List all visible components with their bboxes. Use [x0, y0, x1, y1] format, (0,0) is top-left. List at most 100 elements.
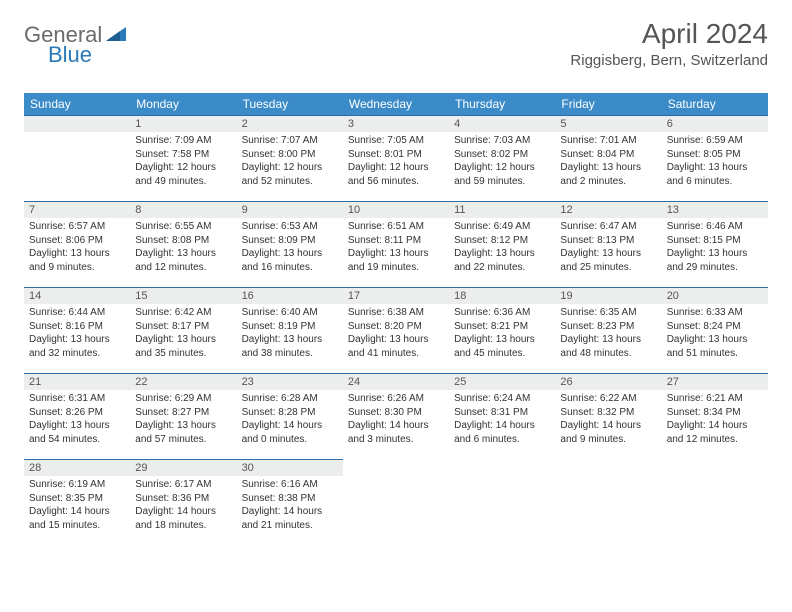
location: Riggisberg, Bern, Switzerland [570, 52, 768, 69]
daylight-text: Daylight: 13 hours and 9 minutes. [29, 247, 125, 274]
day-number: 30 [237, 459, 343, 476]
calendar-day-cell: 23Sunrise: 6:28 AMSunset: 8:28 PMDayligh… [237, 373, 343, 459]
day-details: Sunrise: 6:21 AMSunset: 8:34 PMDaylight:… [662, 390, 768, 450]
sunset-text: Sunset: 8:01 PM [348, 148, 444, 162]
calendar-day-cell: 6Sunrise: 6:59 AMSunset: 8:05 PMDaylight… [662, 115, 768, 201]
sunrise-text: Sunrise: 6:28 AM [242, 392, 338, 406]
sunset-text: Sunset: 8:20 PM [348, 320, 444, 334]
day-number: 7 [24, 201, 130, 218]
calendar-day-cell: 18Sunrise: 6:36 AMSunset: 8:21 PMDayligh… [449, 287, 555, 373]
calendar-day-cell: 7Sunrise: 6:57 AMSunset: 8:06 PMDaylight… [24, 201, 130, 287]
day-details: Sunrise: 6:19 AMSunset: 8:35 PMDaylight:… [24, 476, 130, 536]
calendar-day-cell: 11Sunrise: 6:49 AMSunset: 8:12 PMDayligh… [449, 201, 555, 287]
calendar-header-row: Sunday Monday Tuesday Wednesday Thursday… [24, 93, 768, 115]
sunrise-text: Sunrise: 6:44 AM [29, 306, 125, 320]
sunrise-text: Sunrise: 6:31 AM [29, 392, 125, 406]
day-details: Sunrise: 6:33 AMSunset: 8:24 PMDaylight:… [662, 304, 768, 364]
sunset-text: Sunset: 8:15 PM [667, 234, 763, 248]
calendar-day-cell: 20Sunrise: 6:33 AMSunset: 8:24 PMDayligh… [662, 287, 768, 373]
day-details: Sunrise: 6:31 AMSunset: 8:26 PMDaylight:… [24, 390, 130, 450]
sunset-text: Sunset: 8:26 PM [29, 406, 125, 420]
calendar-day-cell: 25Sunrise: 6:24 AMSunset: 8:31 PMDayligh… [449, 373, 555, 459]
calendar-day-cell: 10Sunrise: 6:51 AMSunset: 8:11 PMDayligh… [343, 201, 449, 287]
day-number: 10 [343, 201, 449, 218]
day-number: 23 [237, 373, 343, 390]
sunrise-text: Sunrise: 6:57 AM [29, 220, 125, 234]
day-number: 12 [555, 201, 661, 218]
daylight-text: Daylight: 13 hours and 16 minutes. [242, 247, 338, 274]
calendar-day-cell [343, 459, 449, 545]
weekday-header: Friday [555, 93, 661, 115]
calendar-day-cell: 9Sunrise: 6:53 AMSunset: 8:09 PMDaylight… [237, 201, 343, 287]
sunset-text: Sunset: 8:19 PM [242, 320, 338, 334]
title-block: April 2024 Riggisberg, Bern, Switzerland [570, 18, 768, 69]
daylight-text: Daylight: 14 hours and 21 minutes. [242, 505, 338, 532]
sunrise-text: Sunrise: 6:59 AM [667, 134, 763, 148]
calendar-day-cell: 27Sunrise: 6:21 AMSunset: 8:34 PMDayligh… [662, 373, 768, 459]
calendar-day-cell: 14Sunrise: 6:44 AMSunset: 8:16 PMDayligh… [24, 287, 130, 373]
day-number: 24 [343, 373, 449, 390]
calendar-week-row: 7Sunrise: 6:57 AMSunset: 8:06 PMDaylight… [24, 201, 768, 287]
calendar-day-cell: 19Sunrise: 6:35 AMSunset: 8:23 PMDayligh… [555, 287, 661, 373]
daylight-text: Daylight: 12 hours and 59 minutes. [454, 161, 550, 188]
weekday-header: Wednesday [343, 93, 449, 115]
day-number: 21 [24, 373, 130, 390]
calendar-day-cell: 1Sunrise: 7:09 AMSunset: 7:58 PMDaylight… [130, 115, 236, 201]
daylight-text: Daylight: 13 hours and 57 minutes. [135, 419, 231, 446]
daylight-text: Daylight: 13 hours and 41 minutes. [348, 333, 444, 360]
sunrise-text: Sunrise: 6:24 AM [454, 392, 550, 406]
daylight-text: Daylight: 12 hours and 52 minutes. [242, 161, 338, 188]
daylight-text: Daylight: 13 hours and 35 minutes. [135, 333, 231, 360]
daylight-text: Daylight: 14 hours and 6 minutes. [454, 419, 550, 446]
day-number: 26 [555, 373, 661, 390]
calendar-day-cell [24, 115, 130, 201]
calendar-day-cell: 21Sunrise: 6:31 AMSunset: 8:26 PMDayligh… [24, 373, 130, 459]
sunrise-text: Sunrise: 7:03 AM [454, 134, 550, 148]
calendar-day-cell: 13Sunrise: 6:46 AMSunset: 8:15 PMDayligh… [662, 201, 768, 287]
calendar-day-cell: 4Sunrise: 7:03 AMSunset: 8:02 PMDaylight… [449, 115, 555, 201]
day-number: 2 [237, 115, 343, 132]
calendar-day-cell: 22Sunrise: 6:29 AMSunset: 8:27 PMDayligh… [130, 373, 236, 459]
calendar-day-cell: 2Sunrise: 7:07 AMSunset: 8:00 PMDaylight… [237, 115, 343, 201]
calendar-week-row: 14Sunrise: 6:44 AMSunset: 8:16 PMDayligh… [24, 287, 768, 373]
day-number: 13 [662, 201, 768, 218]
day-details: Sunrise: 7:07 AMSunset: 8:00 PMDaylight:… [237, 132, 343, 192]
day-details: Sunrise: 7:01 AMSunset: 8:04 PMDaylight:… [555, 132, 661, 192]
daylight-text: Daylight: 13 hours and 22 minutes. [454, 247, 550, 274]
day-details: Sunrise: 6:57 AMSunset: 8:06 PMDaylight:… [24, 218, 130, 278]
sunrise-text: Sunrise: 6:16 AM [242, 478, 338, 492]
daylight-text: Daylight: 13 hours and 2 minutes. [560, 161, 656, 188]
day-details: Sunrise: 6:35 AMSunset: 8:23 PMDaylight:… [555, 304, 661, 364]
day-number: 19 [555, 287, 661, 304]
sunrise-text: Sunrise: 6:38 AM [348, 306, 444, 320]
daylight-text: Daylight: 13 hours and 38 minutes. [242, 333, 338, 360]
sunset-text: Sunset: 7:58 PM [135, 148, 231, 162]
calendar-day-cell: 16Sunrise: 6:40 AMSunset: 8:19 PMDayligh… [237, 287, 343, 373]
calendar-day-cell [555, 459, 661, 545]
daylight-text: Daylight: 13 hours and 12 minutes. [135, 247, 231, 274]
daylight-text: Daylight: 12 hours and 56 minutes. [348, 161, 444, 188]
sunrise-text: Sunrise: 6:49 AM [454, 220, 550, 234]
sunset-text: Sunset: 8:21 PM [454, 320, 550, 334]
calendar-week-row: 1Sunrise: 7:09 AMSunset: 7:58 PMDaylight… [24, 115, 768, 201]
daylight-text: Daylight: 13 hours and 19 minutes. [348, 247, 444, 274]
calendar-day-cell: 29Sunrise: 6:17 AMSunset: 8:36 PMDayligh… [130, 459, 236, 545]
daylight-text: Daylight: 14 hours and 0 minutes. [242, 419, 338, 446]
sunrise-text: Sunrise: 6:33 AM [667, 306, 763, 320]
sunset-text: Sunset: 8:34 PM [667, 406, 763, 420]
day-number: 4 [449, 115, 555, 132]
day-details: Sunrise: 7:03 AMSunset: 8:02 PMDaylight:… [449, 132, 555, 192]
sunset-text: Sunset: 8:32 PM [560, 406, 656, 420]
sunset-text: Sunset: 8:31 PM [454, 406, 550, 420]
calendar-table: Sunday Monday Tuesday Wednesday Thursday… [24, 93, 768, 545]
calendar-day-cell: 3Sunrise: 7:05 AMSunset: 8:01 PMDaylight… [343, 115, 449, 201]
sunrise-text: Sunrise: 6:46 AM [667, 220, 763, 234]
day-details: Sunrise: 6:24 AMSunset: 8:31 PMDaylight:… [449, 390, 555, 450]
sunset-text: Sunset: 8:02 PM [454, 148, 550, 162]
daylight-text: Daylight: 14 hours and 18 minutes. [135, 505, 231, 532]
sunrise-text: Sunrise: 6:47 AM [560, 220, 656, 234]
weekday-header: Saturday [662, 93, 768, 115]
weekday-header: Thursday [449, 93, 555, 115]
day-number: 9 [237, 201, 343, 218]
day-number: 3 [343, 115, 449, 132]
